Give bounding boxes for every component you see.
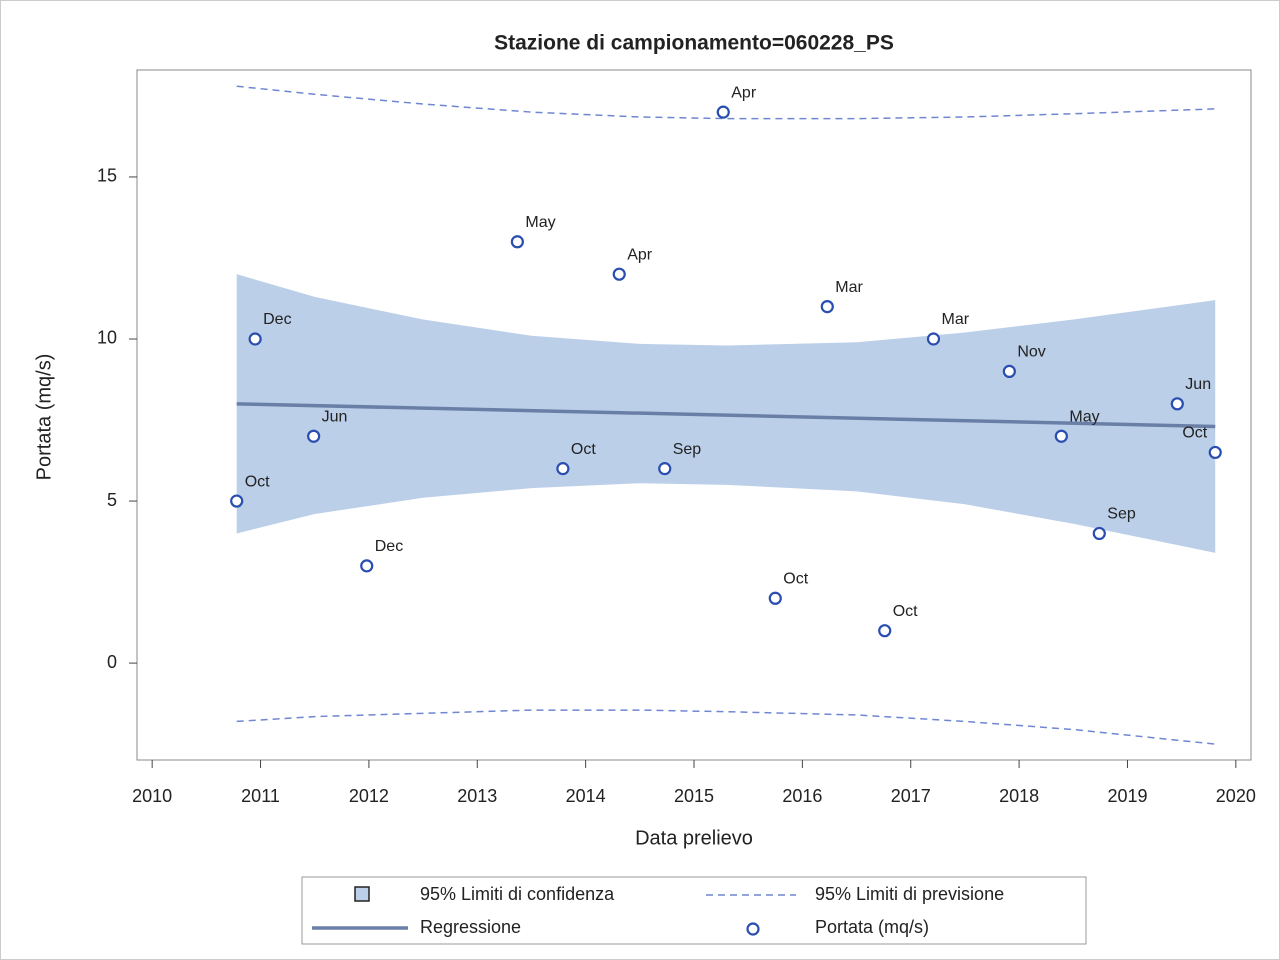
data-point <box>926 332 941 346</box>
data-point <box>307 429 321 443</box>
point-label: Jun <box>1185 376 1211 393</box>
point-label: Sep <box>1107 506 1136 523</box>
point-label: Oct <box>893 603 918 620</box>
data-point <box>1002 364 1016 379</box>
data-point <box>658 462 672 476</box>
y-tick-label: 0 <box>107 652 117 672</box>
y-tick-label: 15 <box>97 166 117 186</box>
point-label: Oct <box>245 473 270 490</box>
point-label: Mar <box>835 279 863 296</box>
legend-label: 95% Limiti di previsione <box>815 884 1004 904</box>
y-tick-label: 5 <box>107 490 117 510</box>
data-point <box>248 332 262 346</box>
point-label: Mar <box>941 311 969 328</box>
data-point <box>1092 526 1106 541</box>
data-point <box>1208 445 1222 460</box>
point-label: Apr <box>731 84 757 101</box>
y-tick-label: 10 <box>97 328 117 348</box>
x-tick-label: 2013 <box>457 786 497 806</box>
point-label: May <box>525 214 555 231</box>
x-tick-label: 2015 <box>674 786 714 806</box>
x-tick-label: 2012 <box>349 786 389 806</box>
point-label: Apr <box>627 246 653 263</box>
legend-label: Portata (mq/s) <box>815 917 929 937</box>
x-tick-label: 2018 <box>999 786 1039 806</box>
point-label: Oct <box>783 570 808 587</box>
data-point <box>820 299 834 314</box>
y-axis-label: Portata (mq/s) <box>33 354 55 481</box>
point-label: May <box>1069 408 1099 425</box>
data-point <box>556 462 570 476</box>
point-label: Dec <box>263 311 291 328</box>
x-tick-label: 2011 <box>241 786 280 806</box>
point-label: Dec <box>375 538 403 555</box>
chart-title: Stazione di campionamento=060228_PS <box>494 32 894 55</box>
x-tick-label: 2016 <box>782 786 822 806</box>
legend-box <box>301 876 1087 945</box>
data-point <box>360 559 374 573</box>
data-point <box>716 105 730 119</box>
prediction-limit-upper <box>236 85 1216 120</box>
legend-label: 95% Limiti di confidenza <box>420 884 615 904</box>
data-point <box>768 591 782 605</box>
point-label: Oct <box>1182 425 1207 442</box>
prediction-limit-lower <box>236 709 1216 745</box>
data-point <box>1170 397 1184 411</box>
legend-swatch-points <box>746 922 760 936</box>
point-label: Sep <box>673 441 702 458</box>
data-point <box>230 494 244 508</box>
x-tick-label: 2017 <box>891 786 931 806</box>
data-point <box>612 267 626 281</box>
point-label: Jun <box>322 408 348 425</box>
x-tick-label: 2010 <box>132 786 172 806</box>
data-point <box>510 235 524 249</box>
point-label: Oct <box>571 441 596 458</box>
x-tick-label: 2020 <box>1216 786 1256 806</box>
data-point <box>1054 429 1068 443</box>
x-tick-label: 2019 <box>1107 786 1147 806</box>
legend-swatch-confidence <box>354 886 370 902</box>
data-point <box>878 624 892 638</box>
plot-area <box>236 85 1216 745</box>
legend-label: Regressione <box>420 917 521 937</box>
regression-line <box>236 402 1216 429</box>
x-tick-label: 2014 <box>566 786 606 806</box>
x-axis-label: Data prelievo <box>635 827 753 849</box>
point-label: Nov <box>1017 344 1045 361</box>
